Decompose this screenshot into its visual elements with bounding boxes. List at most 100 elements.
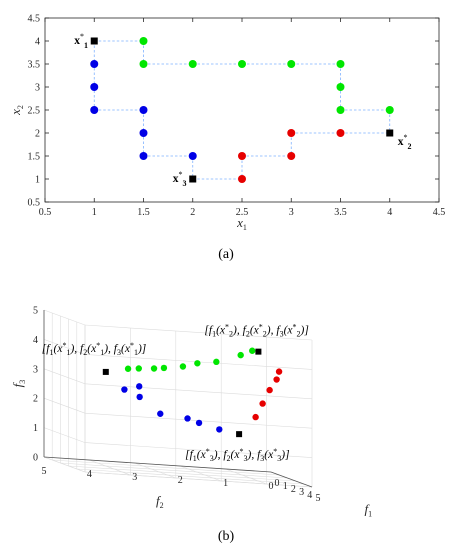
floor-grid-line: [180, 465, 222, 482]
green-point: [194, 360, 201, 367]
label-base: x: [398, 136, 404, 148]
y-tick-label: 1.5: [28, 152, 41, 163]
label-part: x: [286, 325, 293, 337]
optimum-square-marker: [102, 368, 109, 375]
red-point: [259, 400, 266, 407]
label-part: 1: [134, 348, 138, 357]
blue-point: [121, 386, 128, 393]
f3-tick-label: 5: [33, 306, 38, 317]
label-part: 2: [227, 454, 231, 463]
f3-tick-label: 0: [33, 453, 38, 464]
side-wall-grid-line: [43, 339, 86, 355]
floor-grid-line: [89, 459, 131, 476]
label-part: 3: [277, 454, 281, 463]
green-point: [385, 106, 394, 114]
label-part: 1: [212, 330, 216, 339]
f3-tick-label: 2: [33, 394, 38, 405]
optimum-square-marker: [236, 431, 243, 438]
label-part: *: [273, 447, 277, 456]
x-tick-label: 3.5: [334, 207, 347, 218]
y-tick-label: 2.5: [28, 106, 41, 117]
label-part: ),: [246, 449, 257, 461]
f3-label-base: f: [10, 381, 25, 387]
x-tick-label: 4.5: [433, 207, 446, 218]
label-part: [: [42, 343, 47, 355]
label-part: x: [90, 343, 97, 355]
label-part: ),: [266, 325, 277, 337]
label-star: *: [80, 32, 84, 41]
label-part: x: [253, 325, 260, 337]
label-part: (: [121, 343, 126, 355]
blue-point: [157, 410, 164, 417]
red-point: [238, 175, 246, 183]
green-point: [160, 364, 168, 372]
red-point: [273, 376, 280, 383]
f1-tick-label: 2: [291, 484, 296, 495]
blue-point: [184, 415, 191, 422]
y-tick-label: 3: [35, 83, 40, 94]
label-part: (: [197, 449, 202, 461]
green-point: [135, 365, 142, 372]
blue-point: [90, 106, 99, 114]
label-part: *: [239, 447, 243, 456]
label-base: x: [74, 35, 80, 47]
label-part: *: [96, 341, 100, 350]
f2-axis-label: f2: [156, 493, 164, 510]
side-wall-grid-line: [43, 427, 86, 443]
label-part: 3: [260, 454, 264, 463]
label-part: f: [46, 343, 51, 355]
green-point: [124, 365, 132, 372]
label-part: 2: [83, 348, 87, 357]
x-tick-label: 1: [92, 207, 97, 218]
red-point: [252, 413, 259, 421]
label-part: (: [216, 325, 221, 337]
label-part: (: [264, 449, 269, 461]
optimum-square-marker: [386, 129, 394, 137]
label-sub: 1: [84, 41, 88, 50]
label-part: *: [293, 323, 297, 332]
optimum-square-marker: [255, 348, 262, 355]
blue-point: [90, 60, 99, 68]
green-point: [188, 60, 197, 68]
floor-grid-line: [76, 468, 304, 485]
label-part: 1: [100, 348, 104, 357]
label-part: (: [231, 449, 236, 461]
optimum-square-marker: [90, 37, 98, 45]
y-tick-label: 4.5: [28, 14, 41, 25]
blue-point: [139, 129, 148, 137]
x-tick-label: 1.5: [137, 207, 150, 218]
label-part: (: [284, 325, 289, 337]
f2-tick-label: 1: [223, 478, 228, 489]
blue-point: [216, 426, 223, 433]
back-wall-grid-line: [84, 383, 313, 400]
optimum-label-x1: x*1: [74, 32, 88, 50]
f1-label-base: f: [364, 501, 370, 516]
label-part: 2: [246, 330, 250, 339]
blue-point: [90, 83, 99, 91]
label-part: *: [259, 323, 263, 332]
f1-label-sub: 1: [368, 509, 372, 518]
f3-tick-label: 1: [33, 423, 38, 434]
green-point: [249, 347, 256, 354]
f2-label-sub: 2: [160, 501, 164, 510]
xlabel-base: x: [236, 215, 243, 230]
side-wall-grid-line: [43, 368, 86, 385]
label-part: [: [185, 449, 190, 461]
green-point: [237, 351, 244, 359]
label-part: f: [243, 325, 248, 337]
blue-point: [139, 106, 148, 114]
back-wall-grid-line: [84, 442, 313, 458]
green-point: [150, 365, 158, 372]
ylabel-sub: 2: [16, 105, 25, 109]
label-part: *: [225, 323, 229, 332]
blue-point: [195, 419, 203, 427]
label-part: f: [209, 325, 214, 337]
green-point: [179, 363, 187, 370]
x-axis-label-a: x1: [236, 215, 247, 232]
floor-grid-line: [43, 456, 86, 473]
side-wall-grid-line: [43, 397, 86, 414]
red-point: [238, 152, 246, 160]
panel-label-b: (b): [218, 529, 235, 544]
f2-axis-line: [43, 456, 272, 473]
label-part: x: [124, 343, 131, 355]
